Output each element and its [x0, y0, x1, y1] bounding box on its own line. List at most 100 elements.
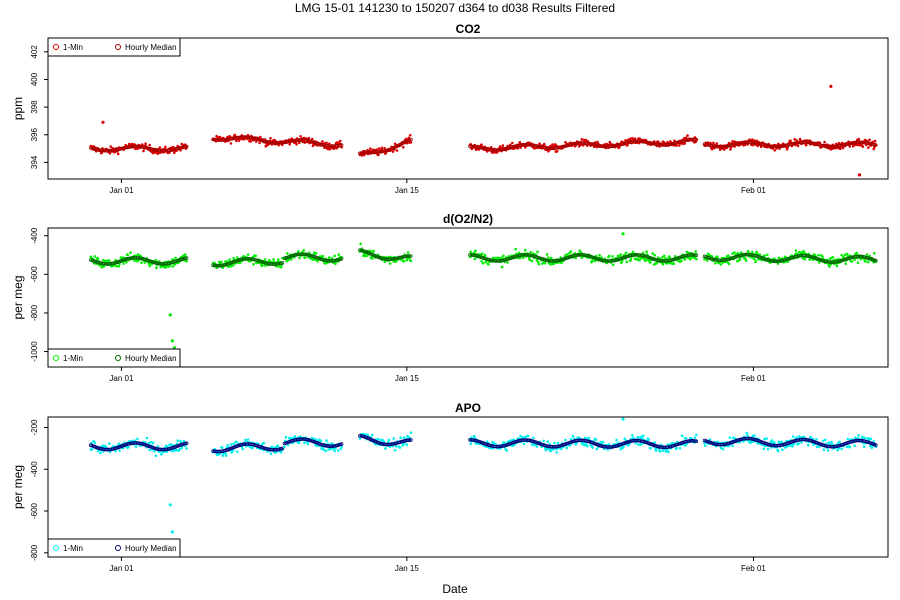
point-1min: [364, 254, 367, 258]
point-1min: [591, 446, 594, 449]
point-1min: [836, 449, 839, 452]
legend-label: 1-Min: [63, 43, 83, 52]
point-1min: [325, 439, 328, 442]
point-1min: [653, 441, 657, 444]
point-1min: [616, 254, 620, 258]
point-1min: [839, 147, 842, 150]
point-1min: [546, 440, 549, 443]
point-1min: [564, 253, 567, 257]
point-hourly-median: [507, 146, 512, 150]
point-1min: [97, 449, 100, 453]
point-1min: [108, 450, 112, 454]
point-1min: [796, 144, 800, 148]
point-1min: [270, 445, 274, 449]
point-1min: [231, 264, 235, 267]
point-1min: [252, 263, 255, 266]
point-1min: [751, 250, 754, 254]
point-1min: [736, 251, 740, 255]
x-tick-label: Jan 01: [109, 374, 134, 383]
point-1min: [817, 261, 821, 264]
point-1min: [336, 449, 340, 452]
point-1min: [746, 249, 750, 253]
point-1min: [745, 431, 749, 435]
point-1min: [628, 137, 632, 141]
point-1min: [824, 438, 827, 442]
point-1min: [254, 254, 257, 258]
point-1min: [511, 141, 514, 145]
point-1min: [518, 141, 522, 144]
point-1min: [529, 251, 532, 254]
point-1min: [136, 253, 140, 256]
point-1min: [174, 256, 177, 260]
segment-5: [468, 247, 699, 269]
point-hourly-median: [670, 257, 675, 262]
point-1min: [402, 436, 406, 440]
point-1min: [99, 451, 102, 455]
point-1min: [108, 151, 112, 155]
point-hourly-median: [224, 262, 229, 267]
y-tick-label: -1000: [30, 341, 39, 362]
point-1min: [501, 144, 505, 147]
point-1min: [377, 153, 380, 157]
point-1min: [631, 250, 635, 254]
point-1min: [712, 141, 715, 145]
series-points: [89, 232, 878, 350]
point-hourly-median: [279, 446, 283, 451]
point-hourly-median: [407, 254, 412, 258]
point-hourly-median: [694, 137, 699, 142]
point-1min: [683, 142, 687, 145]
y-axis-label: per meg: [11, 275, 25, 319]
point-1min: [279, 450, 283, 454]
point-1min: [469, 250, 473, 254]
plot-frame: [47, 227, 889, 368]
legend: 1-Min Hourly Median: [47, 538, 181, 558]
y-axis-label: ppm: [11, 97, 25, 120]
point-1min: [235, 441, 238, 444]
point-1min: [405, 443, 409, 447]
point-1min: [142, 149, 145, 153]
point-hourly-median: [183, 145, 188, 149]
point-1min: [114, 449, 117, 453]
point-1min: [862, 445, 866, 449]
point-1min: [693, 436, 697, 440]
point-1min: [269, 452, 273, 456]
point-1min: [780, 440, 783, 444]
point-1min: [526, 434, 530, 438]
point-hourly-median: [622, 255, 627, 260]
point-1min: [740, 251, 743, 254]
point-1min: [283, 445, 286, 449]
point-1min: [731, 436, 735, 440]
legend: 1-Min Hourly Median: [47, 348, 181, 368]
y-tick-label: -400: [30, 227, 39, 244]
point-1min: [524, 248, 527, 252]
point-1min: [661, 255, 664, 259]
point-hourly-median: [694, 253, 699, 258]
point-1min: [90, 448, 94, 451]
point-hourly-median: [873, 143, 878, 147]
y-tick-label: 394: [30, 155, 39, 169]
point-1min: [675, 144, 678, 147]
point-1min: [521, 256, 525, 260]
point-1min: [290, 258, 293, 261]
point-1min: [800, 441, 803, 444]
segment-5: [702, 137, 878, 152]
point-1min: [473, 257, 477, 261]
point-1min: [656, 140, 660, 143]
point-1min: [277, 258, 280, 262]
point-1min: [259, 135, 262, 139]
point-1min: [182, 439, 186, 443]
point-hourly-median: [339, 442, 344, 446]
point-1min: [505, 449, 509, 452]
point-1min: [655, 261, 659, 265]
point-1min: [686, 134, 689, 137]
point-1min: [555, 451, 558, 454]
point-1min: [541, 262, 544, 265]
point-1min: [93, 255, 97, 258]
point-1min: [815, 438, 818, 441]
point-1min: [522, 442, 526, 446]
point-1min: [821, 255, 824, 258]
series-points: [89, 48, 878, 177]
point-1min: [409, 259, 413, 263]
point-1min: [663, 254, 666, 258]
point-hourly-median: [873, 258, 878, 263]
